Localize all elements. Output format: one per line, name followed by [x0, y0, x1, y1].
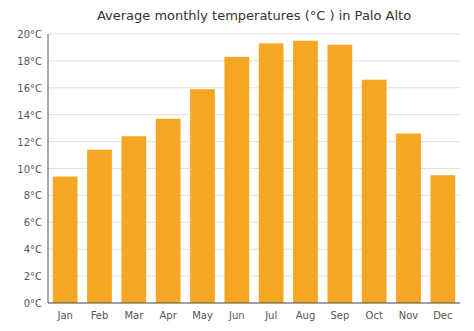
bar [53, 177, 78, 303]
x-tick-label: Nov [399, 310, 419, 321]
x-tick-label: Oct [366, 310, 383, 321]
x-tick-label: May [192, 310, 213, 321]
y-tick-label: 4°C [24, 244, 42, 255]
x-tick-label: Mar [124, 310, 144, 321]
x-axis-line [48, 303, 460, 304]
x-tick-label: Aug [296, 310, 316, 321]
y-axis-line [48, 34, 49, 303]
grid-line [48, 87, 460, 88]
bar [190, 89, 215, 303]
y-tick-label: 0°C [24, 298, 42, 309]
grid-line [48, 303, 460, 304]
bar [87, 150, 112, 303]
y-tick-label: 8°C [24, 190, 42, 201]
bar [224, 57, 249, 303]
bar [293, 41, 318, 303]
bars [53, 41, 455, 303]
x-tick-label: Dec [433, 310, 452, 321]
bar [396, 134, 421, 303]
grid-line [48, 114, 460, 115]
x-tick-label: Jun [228, 310, 245, 321]
y-tick-label: 12°C [17, 137, 42, 148]
bar [430, 175, 455, 303]
bar [156, 119, 181, 303]
y-tick-label: 18°C [17, 56, 42, 67]
y-tick-label: 10°C [17, 164, 42, 175]
y-tick-label: 6°C [24, 217, 42, 228]
chart-container: Average monthly temperatures (°C ) in Pa… [0, 0, 474, 331]
bar [327, 45, 352, 303]
grid [48, 34, 460, 303]
y-tick-label: 2°C [24, 271, 42, 282]
bar [259, 43, 284, 303]
x-tick-label: Apr [160, 310, 178, 321]
x-tick-label: Jul [264, 310, 277, 321]
bar [362, 80, 387, 303]
x-tick-label: Sep [330, 310, 349, 321]
bar [121, 136, 146, 303]
y-tick-label: 16°C [17, 83, 42, 94]
x-tick-label: Feb [91, 310, 109, 321]
x-tick-label: Jan [56, 310, 72, 321]
grid-line [48, 34, 460, 35]
y-tick-label: 14°C [17, 110, 42, 121]
y-tick-label: 20°C [17, 29, 42, 40]
chart-title: Average monthly temperatures (°C ) in Pa… [97, 8, 411, 23]
chart-svg: Average monthly temperatures (°C ) in Pa… [0, 0, 474, 331]
grid-line [48, 60, 460, 61]
